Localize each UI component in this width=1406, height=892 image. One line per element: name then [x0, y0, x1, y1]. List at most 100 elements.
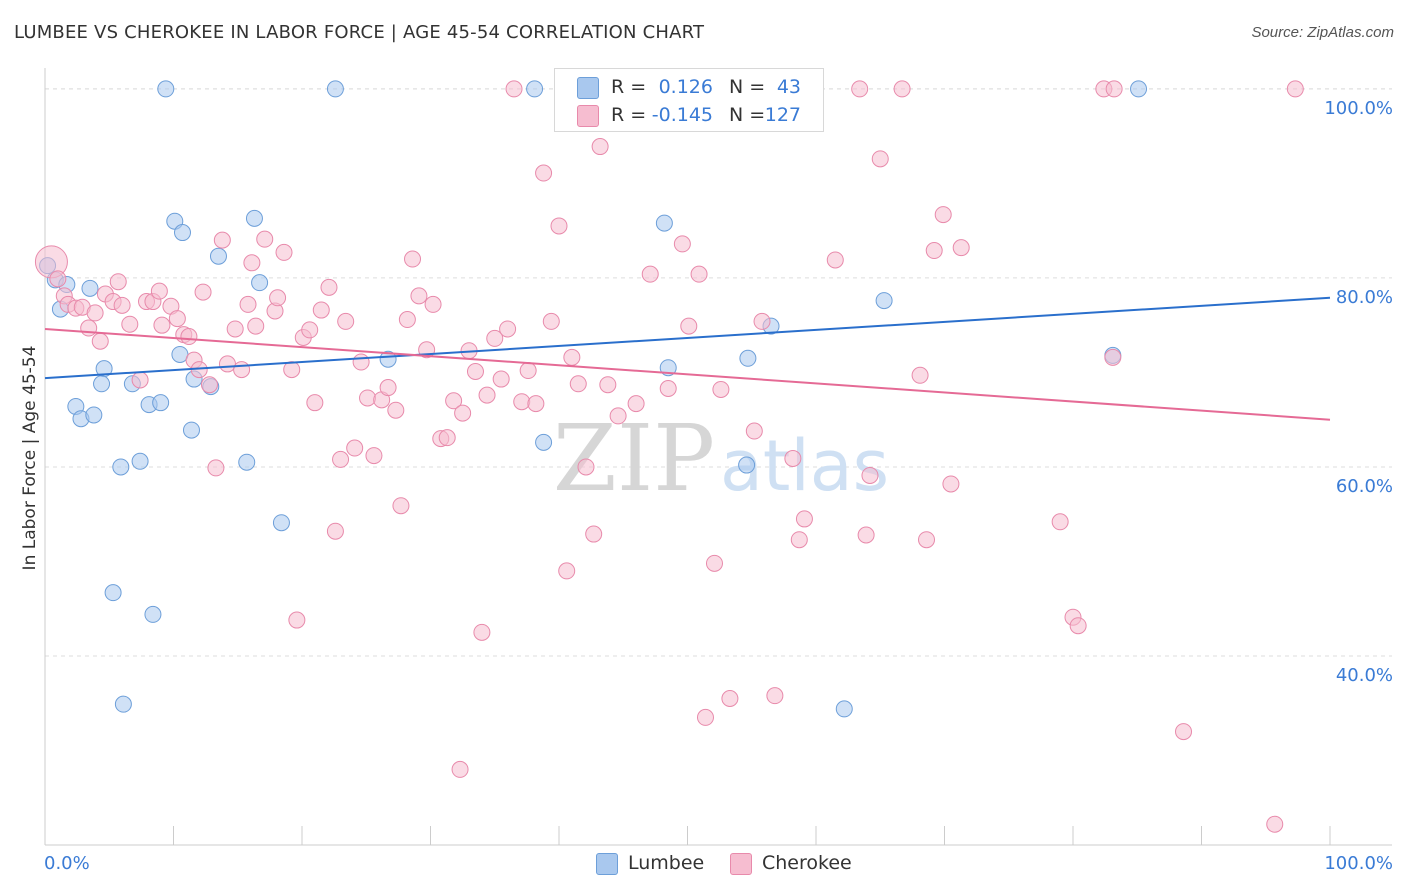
lumbee-legend-label: Lumbee — [628, 852, 705, 874]
y-tick-label: 40.0% — [1336, 665, 1393, 686]
lumbee-point — [738, 456, 756, 474]
legend-n-value: 43 — [776, 76, 801, 98]
cherokee-point — [359, 389, 377, 407]
cherokee-point — [851, 80, 869, 98]
cherokee-point — [925, 242, 943, 260]
lumbee-point — [104, 584, 122, 602]
cherokee-point — [563, 348, 581, 366]
cherokee-point — [239, 295, 257, 313]
cherokee-point — [505, 80, 523, 98]
x-tick-label-max: 100.0% — [1324, 853, 1393, 874]
cherokee-point — [49, 270, 67, 288]
cherokee-point — [337, 312, 355, 330]
cherokee-point — [499, 320, 517, 338]
cherokee-point — [194, 283, 212, 301]
cherokee-point — [424, 295, 442, 313]
lumbee-point — [526, 80, 544, 98]
cherokee-point — [558, 562, 576, 580]
lumbee-point — [144, 605, 162, 623]
cherokee-point — [721, 690, 739, 708]
cherokee-point — [365, 447, 383, 465]
cherokee-point — [673, 235, 691, 253]
cherokee-point — [86, 304, 104, 322]
cherokee-point — [1104, 348, 1122, 366]
y-tick-label: 60.0% — [1336, 476, 1393, 497]
cherokee-point — [200, 376, 218, 394]
cherokee-point — [269, 289, 287, 307]
cherokee-point — [243, 254, 261, 272]
cherokee-point — [519, 362, 537, 380]
lumbee-point — [238, 453, 256, 471]
lumbee-point — [85, 406, 103, 424]
cherokee-point — [312, 301, 330, 319]
legend-r-label: R = — [611, 76, 647, 98]
cherokee-point — [766, 687, 784, 705]
cherokee-point — [352, 353, 370, 371]
lumbee-point — [114, 695, 132, 713]
watermark-zip: ZIP — [553, 405, 715, 512]
cherokee-point — [659, 380, 677, 398]
cherokee-point — [445, 392, 463, 410]
cherokee-point — [577, 458, 595, 476]
chart-title: LUMBEE VS CHEROKEE IN LABOR FORCE | AGE … — [14, 22, 705, 43]
cherokee-trend-line — [44, 327, 1331, 421]
cherokee-point — [404, 250, 422, 268]
legend-r-value: 0.126 — [658, 76, 713, 98]
cherokee-point — [454, 404, 472, 422]
cherokee-point — [680, 317, 698, 335]
lumbee-point — [173, 224, 191, 242]
cherokee-point — [911, 366, 929, 384]
cherokee-point — [473, 623, 491, 641]
cherokee-point — [952, 239, 970, 257]
source-label: Source: ZipAtlas.com — [1251, 24, 1394, 41]
cherokee-point — [535, 164, 553, 182]
legend-r-value: -0.145 — [651, 104, 713, 126]
lumbee-point — [157, 80, 175, 98]
legend-row-lumbee: R = 0.126 N = 43 — [555, 73, 823, 101]
cherokee-point — [790, 531, 808, 549]
cherokee-point — [627, 395, 645, 413]
cherokee-point — [275, 243, 293, 261]
cherokee-point — [213, 231, 231, 249]
cherokee-point — [861, 466, 879, 484]
cherokee-point — [301, 321, 319, 339]
legend-r-label: R = — [611, 104, 647, 126]
cherokee-point — [585, 525, 603, 543]
legend-row-cherokee: R = -0.145 N = 127 — [555, 101, 823, 129]
cherokee-point — [451, 760, 469, 778]
stats-legend: R = 0.126 N = 43 R = -0.145 N = 127 — [554, 68, 824, 132]
cherokee-point — [410, 287, 428, 305]
lumbee-trend-line — [44, 296, 1331, 380]
cherokee-point — [871, 150, 889, 168]
cherokee-point — [153, 316, 171, 334]
cherokee-point — [283, 361, 301, 379]
lumbee-point — [875, 292, 893, 310]
lumbee-point — [171, 345, 189, 363]
lumbee-point — [1130, 80, 1148, 98]
cherokee-point — [256, 230, 274, 248]
cherokee-point — [591, 138, 609, 156]
cherokee-point — [326, 522, 344, 540]
lumbee-point — [326, 80, 344, 98]
cherokee-point — [1266, 815, 1284, 833]
cherokee-point — [609, 407, 627, 425]
cherokee-point — [550, 217, 568, 235]
cherokee-point — [398, 311, 416, 329]
cherokee-point — [1051, 513, 1069, 531]
cherokee-point — [1175, 723, 1193, 741]
cherokee-point — [542, 312, 560, 330]
cherokee-point — [918, 531, 936, 549]
cherokee-point — [306, 394, 324, 412]
cherokee-point — [745, 422, 763, 440]
cherokee-point — [320, 278, 338, 296]
lumbee-point — [245, 209, 263, 227]
y-axis-label: In Labor Force | Age 45-54 — [20, 346, 40, 571]
legend-n-value: 127 — [764, 104, 801, 126]
cherokee-point — [934, 206, 952, 224]
legend-n-label: N = — [729, 104, 766, 126]
cherokee-point — [218, 355, 236, 373]
cherokee-point — [696, 708, 714, 726]
y-tick-label: 100.0% — [1324, 98, 1393, 119]
cherokee-point — [599, 376, 617, 394]
